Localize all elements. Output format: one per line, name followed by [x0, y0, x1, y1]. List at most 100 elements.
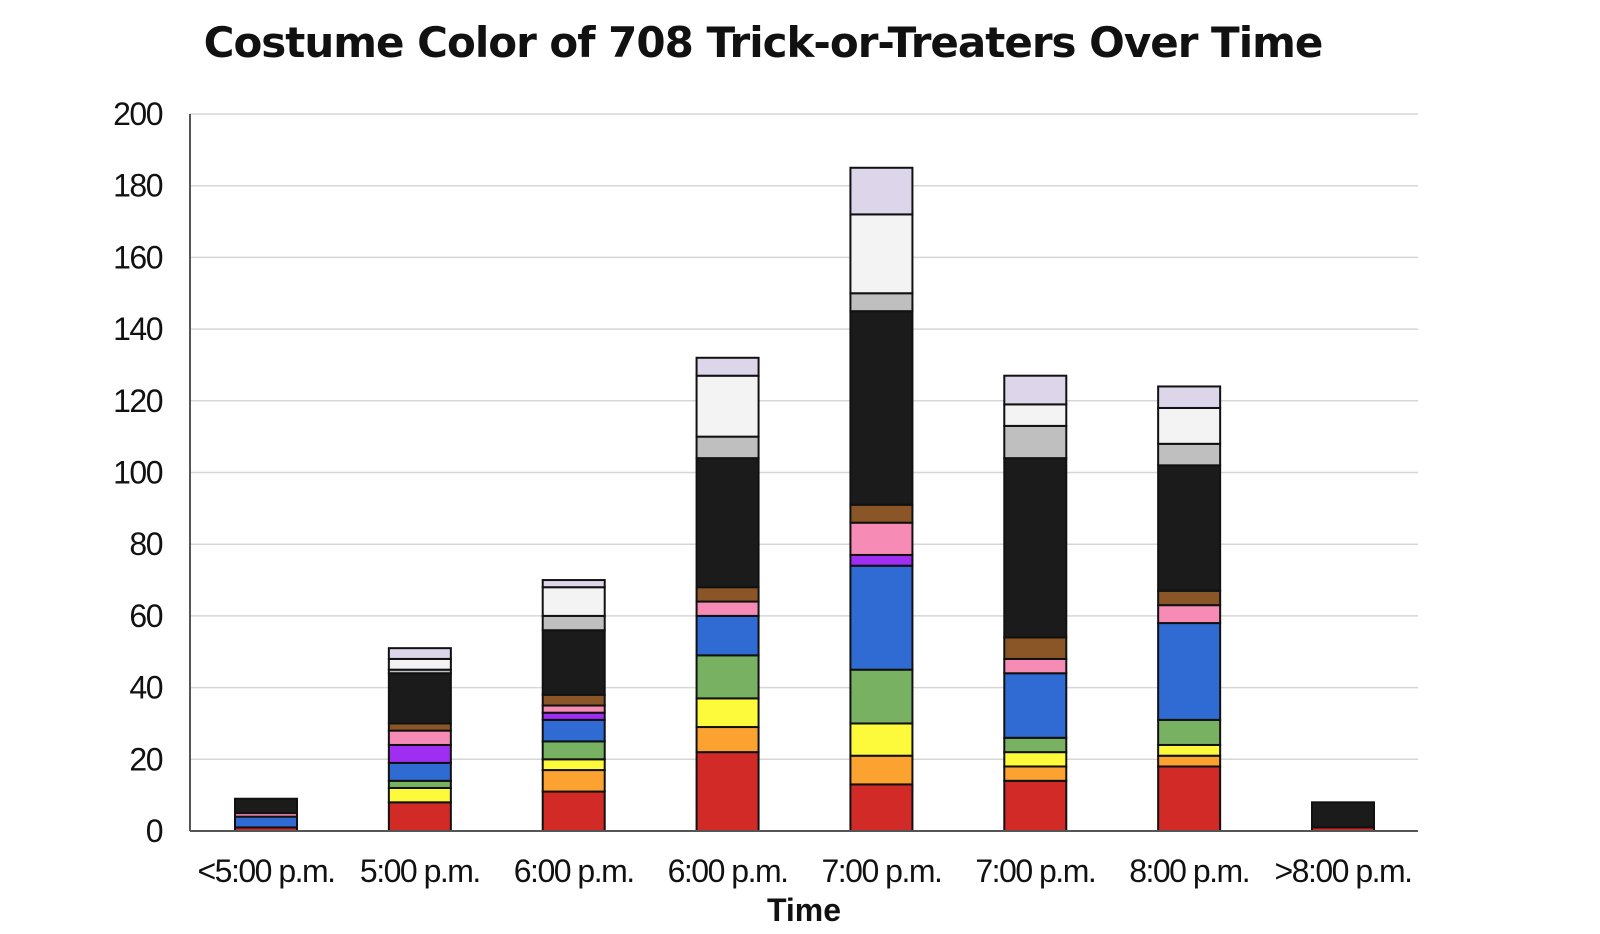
bar-segment	[234, 815, 298, 829]
y-tick-labels: 0 20 40 60 80 100 120 140 160 180 200	[113, 96, 164, 849]
bar-segment	[541, 586, 606, 617]
bar-segment	[387, 672, 452, 725]
x-tick-label: 7:00 p.m.	[975, 853, 1095, 889]
bar-segment	[1003, 672, 1068, 739]
bar-segment	[849, 521, 914, 556]
y-tick-label: 180	[113, 168, 163, 204]
bar-stack	[1003, 374, 1068, 832]
y-tick-label: 20	[129, 741, 162, 777]
bar-segment	[541, 704, 606, 714]
bar-segment	[849, 564, 914, 671]
bar-segment	[1157, 765, 1222, 832]
bar-stack	[695, 356, 760, 833]
x-tick-label: 8:00 p.m.	[1129, 853, 1249, 889]
bar-segment	[849, 292, 914, 313]
bar-segment	[1157, 743, 1222, 757]
y-tick-label: 60	[129, 598, 162, 634]
bar-segment	[1003, 403, 1068, 427]
x-axis-title: Time	[767, 892, 841, 928]
axes	[189, 114, 1418, 832]
bar-segment	[387, 801, 452, 833]
bar-segment	[695, 654, 760, 700]
bar-segment	[387, 761, 452, 782]
x-tick-label: 5:00 p.m.	[360, 853, 480, 889]
bar-segment	[234, 797, 298, 815]
bar-segment	[1003, 636, 1068, 660]
bar-segment	[695, 586, 760, 603]
bar-segment	[1157, 622, 1222, 721]
bar-segment	[1003, 424, 1068, 460]
bar-segment	[1003, 657, 1068, 675]
bar-stack	[1157, 385, 1222, 832]
bar-segment	[1003, 457, 1068, 639]
bar-segment	[1157, 442, 1222, 467]
bar-segment	[695, 374, 760, 438]
bar-segment	[1157, 754, 1222, 768]
bar-segment	[1311, 801, 1375, 829]
bar-segment	[695, 600, 760, 617]
bar-segment	[849, 754, 914, 786]
bar-segment	[849, 310, 914, 506]
y-tick-label: 120	[113, 383, 163, 419]
bar-segment	[387, 722, 452, 732]
bar-segment	[541, 790, 606, 833]
bar-segment	[695, 726, 760, 754]
bar-segment	[1157, 464, 1222, 592]
bar-segment	[541, 718, 606, 743]
bar-stack	[387, 647, 452, 833]
y-tick-label: 80	[129, 526, 162, 562]
x-tick-label: 7:00 p.m.	[821, 853, 941, 889]
bar-segment	[541, 693, 606, 707]
bar-segment	[849, 668, 914, 725]
bar-segment	[849, 722, 914, 757]
bar-segment	[387, 786, 452, 804]
bar-segment	[849, 213, 914, 295]
x-tick-label: 6:00 p.m.	[668, 853, 788, 889]
bar-segment	[695, 751, 760, 833]
bar-segment	[541, 629, 606, 696]
bar-segment	[1157, 604, 1222, 625]
bar-stack	[234, 797, 298, 832]
bar-segment	[1003, 374, 1068, 406]
bar-segment	[541, 614, 606, 632]
bar-segment	[849, 503, 914, 524]
bar-segment	[849, 166, 914, 216]
bar-segment	[541, 769, 606, 793]
x-tick-label: >8:00 p.m.	[1274, 853, 1411, 889]
bar-segment	[695, 614, 760, 657]
bar-segment	[541, 711, 606, 721]
bar-segment	[695, 697, 760, 729]
bar-segment	[1157, 406, 1222, 445]
bar-segment	[849, 553, 914, 567]
bar-segment	[695, 435, 760, 460]
bar-segment	[1003, 779, 1068, 832]
bar-segment	[541, 758, 606, 772]
bar-segment	[1157, 718, 1222, 746]
bars	[234, 166, 1375, 833]
bar-segment	[541, 740, 606, 761]
bar-segment	[1003, 751, 1068, 768]
bar-segment	[387, 779, 452, 789]
bar-segment	[387, 729, 452, 746]
bar-segment	[849, 783, 914, 833]
y-tick-label: 200	[113, 96, 163, 132]
bar-segment	[387, 647, 452, 660]
bar-segment	[1157, 589, 1222, 607]
bar-stack	[1311, 801, 1375, 832]
bar-stack	[541, 579, 606, 833]
y-tick-label: 140	[113, 311, 163, 347]
gridlines	[190, 113, 1418, 761]
chart-title: Costume Color of 708 Trick-or-Treaters O…	[204, 18, 1323, 67]
x-tick-label: 6:00 p.m.	[514, 853, 634, 889]
y-tick-label: 40	[129, 670, 162, 706]
bar-segment	[1157, 385, 1222, 409]
bar-segment	[695, 356, 760, 377]
bar-stack	[849, 166, 914, 833]
x-tick-label: <5:00 p.m.	[197, 853, 334, 889]
bar-segment	[695, 457, 760, 589]
bar-segment	[387, 657, 452, 671]
y-tick-label: 100	[113, 455, 163, 491]
bar-segment	[1003, 736, 1068, 754]
x-tick-labels: <5:00 p.m. 5:00 p.m. 6:00 p.m. 6:00 p.m. 7:0…	[197, 853, 1413, 889]
